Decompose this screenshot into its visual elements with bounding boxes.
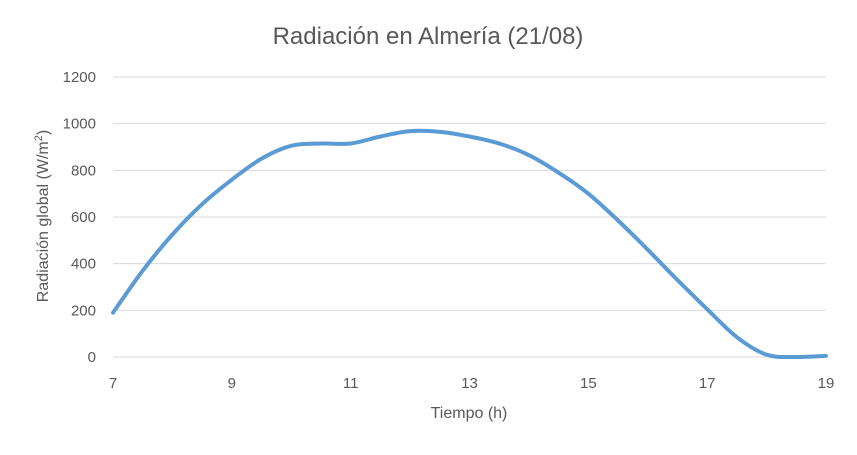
data-point bbox=[824, 354, 828, 358]
data-point bbox=[319, 142, 323, 146]
data-point bbox=[260, 157, 264, 161]
data-point bbox=[468, 135, 472, 139]
x-axis-label: Tiempo (h) bbox=[431, 405, 508, 422]
y-tick-label: 1200 bbox=[63, 69, 96, 86]
data-point bbox=[289, 144, 293, 148]
data-point bbox=[230, 178, 234, 182]
data-point bbox=[408, 129, 412, 133]
y-tick-label: 400 bbox=[71, 256, 96, 273]
data-point bbox=[675, 278, 679, 282]
x-tick-label: 19 bbox=[818, 375, 835, 392]
y-axis-label-end: ) bbox=[35, 130, 52, 135]
y-axis-label: Radiación global (W/m2) bbox=[33, 130, 52, 302]
data-point bbox=[557, 171, 561, 175]
data-point bbox=[438, 130, 442, 134]
data-point bbox=[170, 233, 174, 237]
y-axis-ticks: 0 200 400 600 800 1000 1200 bbox=[63, 69, 96, 366]
data-point bbox=[527, 153, 531, 157]
data-point bbox=[141, 269, 145, 273]
data-point bbox=[735, 335, 739, 339]
y-tick-label: 0 bbox=[88, 349, 96, 366]
chart-title: Radiación en Almería (21/08) bbox=[273, 23, 584, 50]
y-axis-label-main: Radiación global (W/m bbox=[35, 141, 52, 302]
data-point bbox=[378, 135, 382, 139]
data-point bbox=[497, 142, 501, 146]
data-point bbox=[200, 202, 204, 206]
data-point bbox=[349, 142, 353, 146]
x-tick-label: 11 bbox=[343, 375, 359, 392]
x-tick-label: 7 bbox=[109, 375, 117, 392]
x-tick-label: 13 bbox=[461, 375, 478, 392]
series-line bbox=[111, 128, 828, 360]
grid bbox=[113, 76, 826, 358]
x-tick-label: 17 bbox=[699, 375, 716, 392]
y-tick-label: 600 bbox=[71, 209, 96, 226]
x-tick-label: 9 bbox=[228, 375, 236, 392]
data-point bbox=[705, 307, 709, 311]
data-point bbox=[765, 353, 769, 357]
data-point bbox=[646, 248, 650, 252]
y-tick-label: 800 bbox=[71, 162, 96, 179]
data-point bbox=[616, 219, 620, 223]
y-tick-label: 200 bbox=[71, 302, 96, 319]
x-tick-label: 15 bbox=[580, 375, 597, 392]
y-axis-label-superscript: 2 bbox=[33, 135, 45, 141]
y-tick-label: 1000 bbox=[63, 116, 96, 133]
x-axis-ticks: 7 9 11 13 15 17 19 bbox=[109, 375, 835, 392]
data-point bbox=[794, 355, 798, 359]
data-point bbox=[586, 192, 590, 196]
data-point bbox=[111, 311, 115, 315]
